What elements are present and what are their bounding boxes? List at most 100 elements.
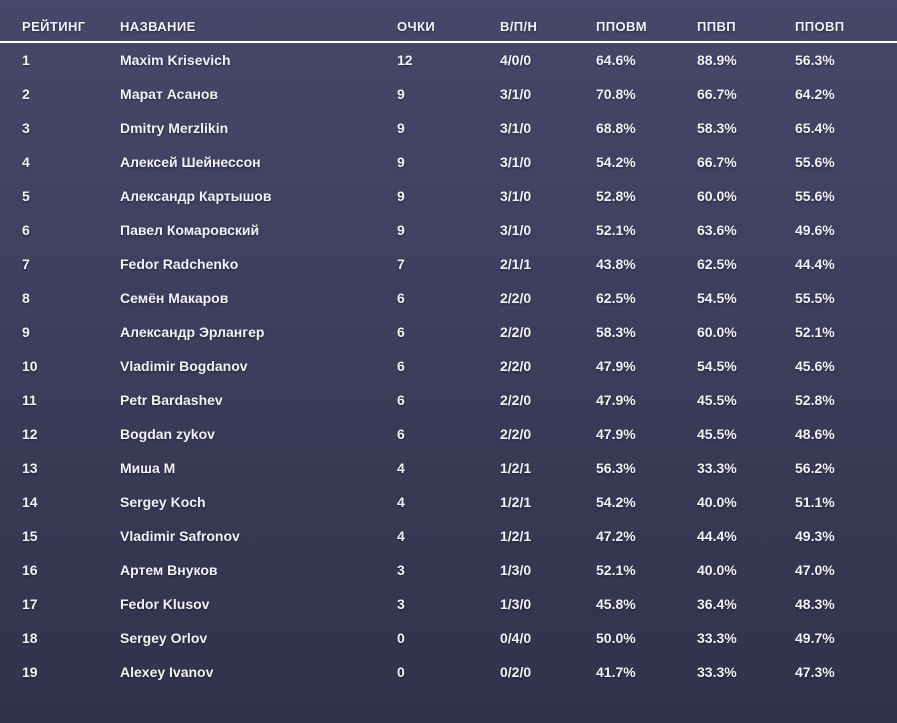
cell-rating: 5 (22, 188, 30, 204)
cell-ppovm: 52.1% (596, 562, 636, 578)
table-row[interactable]: 12 Bogdan zykov 6 2/2/0 47.9% 45.5% 48.6… (0, 417, 897, 451)
cell-rating: 1 (22, 52, 30, 68)
cell-name: Павел Комаровский (120, 222, 260, 238)
cell-ppvp: 54.5% (697, 290, 737, 306)
cell-ppovm: 52.8% (596, 188, 636, 204)
table-row[interactable]: 8 Семён Макаров 6 2/2/0 62.5% 54.5% 55.5… (0, 281, 897, 315)
table-row[interactable]: 16 Артем Внуков 3 1/3/0 52.1% 40.0% 47.0… (0, 553, 897, 587)
table-row[interactable]: 5 Александр Картышов 9 3/1/0 52.8% 60.0%… (0, 179, 897, 213)
cell-wld: 2/2/0 (500, 290, 532, 306)
cell-name: Dmitry Merzlikin (120, 120, 229, 136)
cell-points: 6 (397, 392, 405, 408)
cell-points: 6 (397, 426, 405, 442)
cell-ppovm: 43.8% (596, 256, 636, 272)
cell-ppovm: 64.6% (596, 52, 636, 68)
cell-rating: 13 (22, 460, 38, 476)
cell-ppovp: 47.0% (795, 562, 835, 578)
cell-points: 9 (397, 222, 405, 238)
cell-ppovm: 47.9% (596, 392, 636, 408)
cell-ppovp: 44.4% (795, 256, 835, 272)
cell-name: Vladimir Bogdanov (120, 358, 248, 374)
cell-ppovp: 45.6% (795, 358, 835, 374)
cell-wld: 3/1/0 (500, 120, 532, 136)
cell-ppovm: 50.0% (596, 630, 636, 646)
table-row[interactable]: 18 Sergey Orlov 0 0/4/0 50.0% 33.3% 49.7… (0, 621, 897, 655)
cell-ppovm: 70.8% (596, 86, 636, 102)
cell-ppovm: 62.5% (596, 290, 636, 306)
cell-rating: 9 (22, 324, 30, 340)
cell-ppvp: 40.0% (697, 562, 737, 578)
cell-ppvp: 58.3% (697, 120, 737, 136)
table-row[interactable]: 11 Petr Bardashev 6 2/2/0 47.9% 45.5% 52… (0, 383, 897, 417)
cell-wld: 3/1/0 (500, 188, 532, 204)
cell-ppvp: 54.5% (697, 358, 737, 374)
cell-name: Александр Картышов (120, 188, 272, 204)
cell-ppvp: 88.9% (697, 52, 737, 68)
cell-name: Марат Асанов (120, 86, 218, 102)
table-row[interactable]: 9 Александр Эрлангер 6 2/2/0 58.3% 60.0%… (0, 315, 897, 349)
cell-name: Alexey Ivanov (120, 664, 214, 680)
cell-name: Fedor Klusov (120, 596, 210, 612)
cell-rating: 14 (22, 494, 38, 510)
cell-wld: 2/1/1 (500, 256, 532, 272)
cell-wld: 3/1/0 (500, 222, 532, 238)
table-row[interactable]: 13 Миша М 4 1/2/1 56.3% 33.3% 56.2% (0, 451, 897, 485)
cell-wld: 0/2/0 (500, 664, 532, 680)
cell-ppvp: 36.4% (697, 596, 737, 612)
table-row[interactable]: 10 Vladimir Bogdanov 6 2/2/0 47.9% 54.5%… (0, 349, 897, 383)
cell-wld: 1/2/1 (500, 460, 532, 476)
cell-name: Александр Эрлангер (120, 324, 265, 340)
cell-points: 6 (397, 358, 405, 374)
cell-ppovp: 65.4% (795, 120, 835, 136)
cell-points: 4 (397, 528, 405, 544)
cell-wld: 2/2/0 (500, 426, 532, 442)
table-row[interactable]: 1 Maxim Krisevich 12 4/0/0 64.6% 88.9% 5… (0, 43, 897, 77)
cell-name: Fedor Radchenko (120, 256, 239, 272)
cell-wld: 1/2/1 (500, 528, 532, 544)
cell-name: Maxim Krisevich (120, 52, 231, 68)
cell-points: 0 (397, 630, 405, 646)
table-row[interactable]: 2 Марат Асанов 9 3/1/0 70.8% 66.7% 64.2% (0, 77, 897, 111)
cell-ppovm: 56.3% (596, 460, 636, 476)
cell-ppovp: 51.1% (795, 494, 835, 510)
cell-points: 4 (397, 460, 405, 476)
table-row[interactable]: 4 Алексей Шейнессон 9 3/1/0 54.2% 66.7% … (0, 145, 897, 179)
cell-ppovp: 48.3% (795, 596, 835, 612)
table-row[interactable]: 6 Павел Комаровский 9 3/1/0 52.1% 63.6% … (0, 213, 897, 247)
table-row[interactable]: 17 Fedor Klusov 3 1/3/0 45.8% 36.4% 48.3… (0, 587, 897, 621)
cell-ppvp: 45.5% (697, 392, 737, 408)
table-row[interactable]: 7 Fedor Radchenko 7 2/1/1 43.8% 62.5% 44… (0, 247, 897, 281)
table-body: 1 Maxim Krisevich 12 4/0/0 64.6% 88.9% 5… (0, 43, 897, 689)
cell-rating: 18 (22, 630, 38, 646)
cell-rating: 2 (22, 86, 30, 102)
column-header-ppvp: ППВП (697, 19, 737, 34)
cell-ppovp: 52.1% (795, 324, 835, 340)
column-header-ppovm: ППОВМ (596, 19, 648, 34)
table-row[interactable]: 15 Vladimir Safronov 4 1/2/1 47.2% 44.4%… (0, 519, 897, 553)
cell-wld: 4/0/0 (500, 52, 532, 68)
cell-ppvp: 33.3% (697, 664, 737, 680)
table-row[interactable]: 3 Dmitry Merzlikin 9 3/1/0 68.8% 58.3% 6… (0, 111, 897, 145)
cell-ppovp: 49.3% (795, 528, 835, 544)
cell-name: Алексей Шейнессон (120, 154, 261, 170)
cell-points: 9 (397, 188, 405, 204)
cell-ppovm: 45.8% (596, 596, 636, 612)
cell-rating: 7 (22, 256, 30, 272)
cell-rating: 6 (22, 222, 30, 238)
header-divider (0, 41, 897, 43)
cell-ppovp: 56.2% (795, 460, 835, 476)
cell-ppovm: 47.9% (596, 426, 636, 442)
cell-rating: 3 (22, 120, 30, 136)
cell-rating: 11 (22, 392, 37, 408)
cell-ppvp: 60.0% (697, 324, 737, 340)
cell-rating: 12 (22, 426, 38, 442)
cell-ppvp: 66.7% (697, 86, 737, 102)
cell-ppovm: 41.7% (596, 664, 636, 680)
cell-points: 6 (397, 290, 405, 306)
cell-ppovm: 68.8% (596, 120, 636, 136)
table-row[interactable]: 14 Sergey Koch 4 1/2/1 54.2% 40.0% 51.1% (0, 485, 897, 519)
cell-ppovm: 54.2% (596, 494, 636, 510)
column-header-rating: РЕЙТИНГ (22, 19, 86, 34)
table-row[interactable]: 19 Alexey Ivanov 0 0/2/0 41.7% 33.3% 47.… (0, 655, 897, 689)
cell-points: 7 (397, 256, 405, 272)
